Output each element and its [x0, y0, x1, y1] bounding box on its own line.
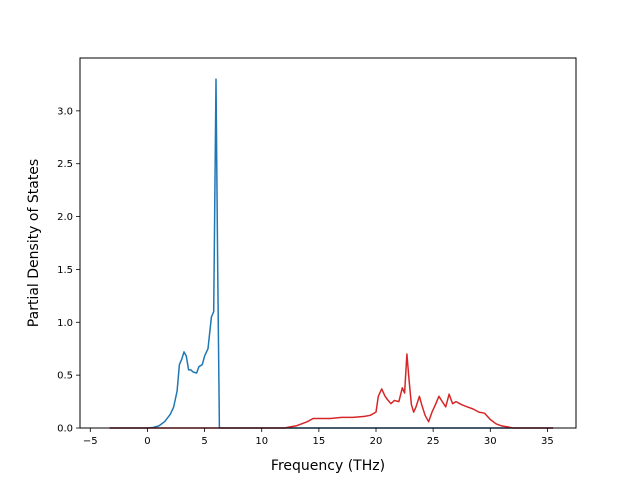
x-tick-label: 0: [144, 436, 150, 447]
y-tick-label: 1.5: [57, 265, 73, 276]
y-tick-label: 3.0: [57, 106, 73, 117]
y-tick-label: 1.0: [57, 318, 73, 329]
y-tick-label: 2.0: [57, 212, 73, 223]
x-tick-label: 25: [427, 436, 440, 447]
x-tick-label: 30: [484, 436, 497, 447]
y-tick-label: 0.5: [57, 371, 73, 382]
x-axis-label: Frequency (THz): [271, 458, 385, 474]
x-tick-label: 35: [541, 436, 554, 447]
x-tick-label: 10: [255, 436, 268, 447]
x-tick-label: 15: [312, 436, 325, 447]
y-tick-label: 0.0: [57, 424, 73, 435]
y-axis-label: Partial Density of States: [26, 159, 42, 327]
y-tick-label: 2.5: [57, 159, 73, 170]
x-tick-label: 20: [370, 436, 383, 447]
x-tick-label: 5: [201, 436, 207, 447]
plot-frame: [79, 57, 577, 429]
series-line-1: [109, 353, 554, 429]
x-tick-label: −5: [83, 436, 98, 447]
plot-background: [80, 58, 576, 428]
ticks-layer: −5 0 5 10 15 20 25 30 35 0.0 0.5 1.0 1.5 2.0 2.5 3.0: [57, 106, 554, 447]
